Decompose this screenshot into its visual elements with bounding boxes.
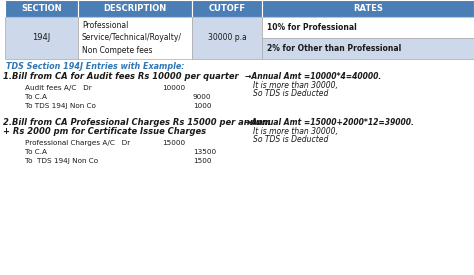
Bar xyxy=(192,0,262,17)
Text: 10000: 10000 xyxy=(162,85,185,91)
Text: So TDS is Deducted: So TDS is Deducted xyxy=(253,89,328,98)
Bar xyxy=(262,38,474,59)
Bar xyxy=(78,17,192,59)
Bar xyxy=(262,17,474,38)
Text: →Annual Amt =15000+2000*12=39000.: →Annual Amt =15000+2000*12=39000. xyxy=(245,118,414,127)
Text: To TDS 194J Non Co: To TDS 194J Non Co xyxy=(25,103,96,109)
Text: RATES: RATES xyxy=(353,4,383,13)
Text: →Annual Amt =10000*4=40000.: →Annual Amt =10000*4=40000. xyxy=(245,72,381,81)
Text: To C.A: To C.A xyxy=(25,149,47,155)
Text: It is more than 30000,: It is more than 30000, xyxy=(253,127,338,136)
Text: 1.Bill from CA for Audit fees Rs 10000 per quarter: 1.Bill from CA for Audit fees Rs 10000 p… xyxy=(3,72,238,81)
Bar xyxy=(192,17,262,59)
Text: To  TDS 194J Non Co: To TDS 194J Non Co xyxy=(25,158,98,164)
Text: DESCRIPTION: DESCRIPTION xyxy=(103,4,167,13)
Text: SECTION: SECTION xyxy=(21,4,62,13)
Text: 10% for Professional: 10% for Professional xyxy=(267,23,357,32)
Text: Professional
Service/Technical/Royalty/
Non Compete fees: Professional Service/Technical/Royalty/ … xyxy=(82,21,182,55)
Text: Audit fees A/C   Dr: Audit fees A/C Dr xyxy=(25,85,92,91)
Bar xyxy=(262,0,474,17)
Text: + Rs 2000 pm for Certificate Issue Charges: + Rs 2000 pm for Certificate Issue Charg… xyxy=(3,127,206,136)
Text: 15000: 15000 xyxy=(162,140,185,146)
Text: 2% for Other than Professional: 2% for Other than Professional xyxy=(267,44,401,53)
Text: It is more than 30000,: It is more than 30000, xyxy=(253,81,338,90)
Bar xyxy=(5,17,78,59)
Text: 13500: 13500 xyxy=(193,149,216,155)
Text: 1500: 1500 xyxy=(193,158,211,164)
Text: 9000: 9000 xyxy=(193,94,211,100)
Text: TDS Section 194J Entries with Example:: TDS Section 194J Entries with Example: xyxy=(6,62,184,71)
Text: 2.Bill from CA Professional Charges Rs 15000 per annum: 2.Bill from CA Professional Charges Rs 1… xyxy=(3,118,271,127)
Text: 1000: 1000 xyxy=(193,103,211,109)
Bar xyxy=(78,0,192,17)
Text: To C.A: To C.A xyxy=(25,94,47,100)
Bar xyxy=(5,0,78,17)
Text: CUTOFF: CUTOFF xyxy=(209,4,246,13)
Text: 30000 p.a: 30000 p.a xyxy=(208,34,246,43)
Text: So TDS is Deducted: So TDS is Deducted xyxy=(253,135,328,144)
Text: 194J: 194J xyxy=(32,34,51,43)
Text: Professional Charges A/C   Dr: Professional Charges A/C Dr xyxy=(25,140,130,146)
